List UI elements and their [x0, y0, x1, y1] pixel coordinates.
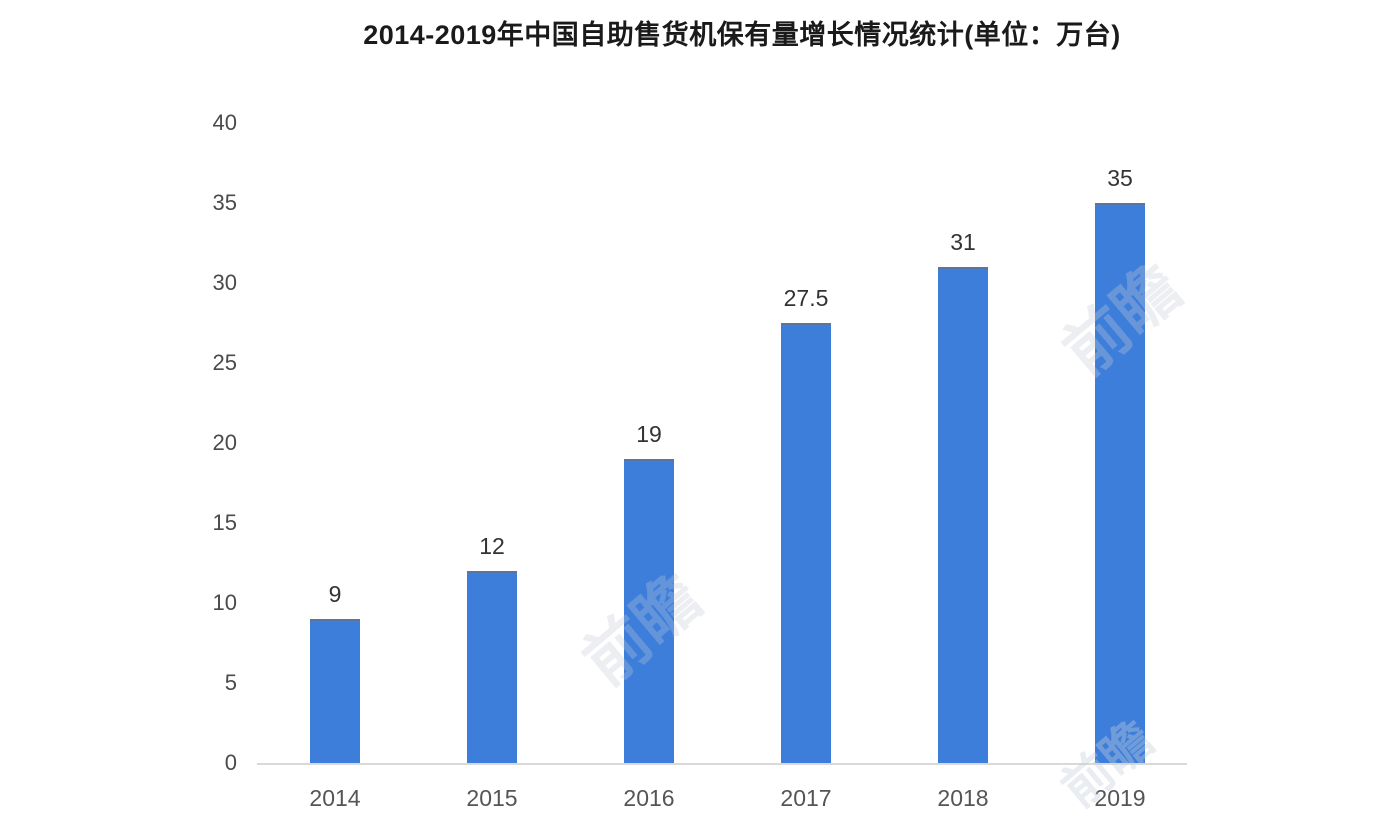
bar-2016 — [624, 459, 674, 763]
data-label-2017: 27.5 — [783, 285, 829, 311]
x-axis-line — [257, 763, 1187, 765]
data-label-2015: 12 — [479, 533, 505, 559]
y-axis-tick-label: 25 — [212, 350, 237, 375]
data-label-2018: 31 — [950, 229, 976, 255]
x-axis-tick-label: 2019 — [1094, 785, 1146, 811]
y-axis-tick-label: 5 — [224, 670, 237, 695]
data-label-2019: 35 — [1107, 165, 1133, 191]
x-axis-tick-label: 2015 — [466, 785, 518, 811]
bar-2015 — [467, 571, 517, 763]
y-axis-tick-label: 10 — [212, 590, 237, 615]
y-axis-tick-label: 30 — [212, 270, 237, 295]
x-axis-tick-label: 2017 — [780, 785, 832, 811]
y-axis-tick-label: 15 — [212, 510, 237, 535]
data-label-2014: 9 — [328, 581, 342, 607]
data-label-2016: 19 — [636, 421, 662, 447]
x-axis-tick-label: 2018 — [937, 785, 989, 811]
y-axis-tick-label: 40 — [212, 110, 237, 135]
y-axis-tick-label: 20 — [212, 430, 237, 455]
bar-2019 — [1095, 203, 1145, 763]
y-axis-tick-label: 0 — [224, 750, 237, 775]
x-axis-tick-label: 2014 — [309, 785, 361, 811]
chart-title: 2014-2019年中国自助售货机保有量增长情况统计(单位：万台) — [363, 20, 1121, 50]
y-axis-tick-label: 35 — [212, 190, 237, 215]
bar-2017 — [781, 323, 831, 763]
bar-2018 — [938, 267, 988, 763]
bar-2014 — [310, 619, 360, 763]
x-axis-tick-label: 2016 — [623, 785, 675, 811]
